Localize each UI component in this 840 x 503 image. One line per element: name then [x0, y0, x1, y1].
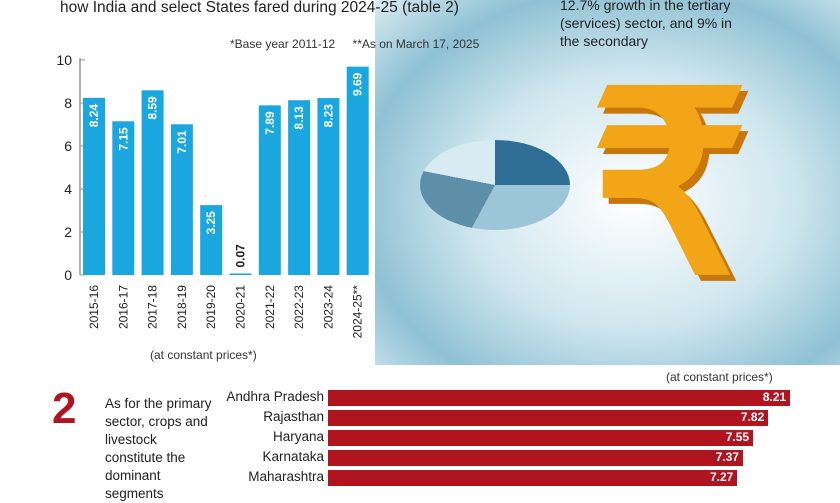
x-category-label: 2019-20 [204, 285, 218, 329]
as-of-note: **As on March 17, 2025 [352, 37, 480, 51]
rupee-icon: ₹ [590, 60, 750, 310]
x-category-label: 2020-21 [234, 285, 248, 329]
x-category-label: 2015-16 [87, 285, 101, 329]
state-bar: 7.37 [328, 450, 743, 466]
state-label: Karnataka [262, 449, 324, 464]
bar-value-label: 0.07 [234, 244, 248, 268]
bar-value-label: 8.23 [321, 104, 335, 128]
x-category-label: 2023-24 [321, 285, 335, 329]
x-category-label: 2021-22 [263, 285, 277, 329]
y-tick-label: 8 [64, 95, 72, 111]
bar [170, 124, 193, 275]
bar-value-label: 8.24 [87, 104, 101, 128]
state-value-label: 7.37 [715, 450, 739, 464]
side-note: 12.7% growth in the tertiary (services) … [560, 0, 760, 50]
bar [200, 205, 223, 275]
state-label: Andhra Pradesh [226, 389, 324, 404]
state-bar: 7.27 [328, 470, 738, 486]
bar [83, 97, 105, 275]
bar [141, 90, 164, 275]
bar [288, 100, 311, 275]
bar [317, 98, 340, 276]
state-label: Maharashtra [248, 469, 324, 484]
x-category-label: 2017-18 [146, 285, 160, 329]
bar-value-label: 7.15 [116, 127, 130, 151]
y-tick-label: 10 [56, 52, 72, 68]
states-caption: (at constant prices*) [666, 370, 773, 384]
states-bar-chart: Andhra Pradesh 8.21 Rajasthan 7.82 Haryana 7.… [0, 389, 840, 486]
bar-value-label: 9.69 [351, 72, 365, 96]
state-row: Maharashtra 7.27 [0, 469, 840, 486]
pie-illustration [420, 140, 570, 230]
y-tick-label: 4 [64, 181, 72, 197]
bar-value-label: 3.25 [204, 211, 218, 235]
y-tick-label: 0 [64, 267, 72, 283]
state-row: Karnataka 7.37 [0, 449, 840, 466]
state-bar: 7.55 [328, 430, 754, 446]
bar-value-label: 8.59 [146, 96, 160, 120]
bar-value-label: 7.89 [263, 111, 277, 135]
state-value-label: 7.27 [709, 470, 734, 484]
bar [229, 273, 252, 275]
y-tick-label: 6 [64, 138, 72, 154]
gdp-growth-bar-chart: 0 2 4 6 8 10 8.24 2015-16 7.15 2016-17 8.59 2017-18… [56, 52, 369, 339]
headline: how India and select States fared during… [60, 0, 459, 16]
y-tick-label: 2 [64, 224, 72, 240]
base-year-note: *Base year 2011-12 [230, 37, 336, 51]
chart-notes: *Base year 2011-12 **As on March 17, 202… [230, 37, 493, 51]
side-note-line: the secondary [560, 33, 648, 49]
side-note-line: (services) sector, and 9% in [560, 15, 732, 31]
bar-value-label: 8.13 [292, 106, 306, 130]
state-value-label: 8.21 [762, 390, 787, 404]
x-category-label: 2018-19 [175, 285, 189, 329]
state-bar: 8.21 [328, 390, 791, 406]
state-row: Andhra Pradesh 8.21 [0, 389, 840, 406]
state-label: Haryana [272, 429, 324, 444]
state-row: Haryana 7.55 [0, 429, 840, 446]
x-category-label: 2024-25** [351, 285, 365, 339]
section-number: 2 [52, 384, 77, 433]
state-value-label: 7.82 [740, 410, 765, 424]
bar [346, 66, 369, 275]
state-value-label: 7.55 [725, 430, 750, 444]
bar [112, 121, 135, 276]
bar [258, 105, 281, 276]
x-category-label: 2016-17 [116, 285, 130, 329]
bar-value-label: 7.01 [175, 130, 189, 154]
state-row: Rajasthan 7.82 [0, 409, 840, 426]
state-bar: 7.82 [328, 410, 769, 426]
x-category-label: 2022-23 [292, 285, 306, 329]
chart-caption: (at constant prices*) [150, 348, 257, 362]
side-note-line: 12.7% growth in the tertiary [560, 0, 731, 13]
state-label: Rajasthan [263, 409, 324, 424]
